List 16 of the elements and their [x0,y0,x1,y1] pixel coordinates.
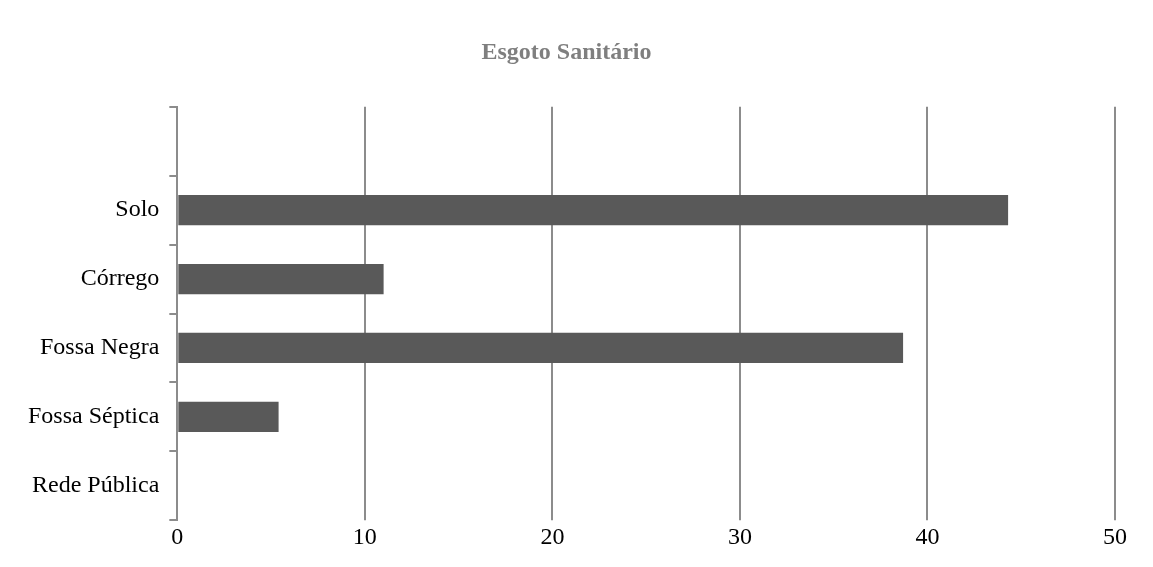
y-tick-label: Córrego [80,264,160,291]
y-tick-label: Rede Pública [32,471,160,498]
x-tick-label: 40 [915,522,940,549]
x-tick-label: 10 [352,522,377,549]
bar [178,332,904,364]
y-tick-label: Fossa Séptica [27,402,160,429]
y-tick-label: Fossa Negra [40,333,160,360]
x-tick-label: 20 [540,522,565,549]
x-tick-label: 50 [1103,522,1127,549]
x-tick-label: 30 [727,522,752,549]
bar [178,401,279,433]
bar [178,194,1009,226]
x-tick-label: 0 [171,522,184,549]
chart-title: Esgoto Sanitário [481,37,652,64]
bar [178,263,384,295]
y-tick-label: Solo [115,195,160,222]
